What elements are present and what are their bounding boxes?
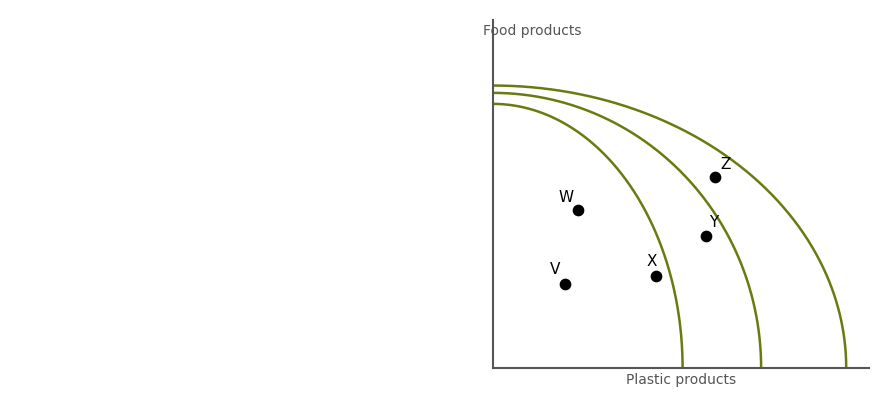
Text: Food products: Food products	[483, 24, 582, 38]
Text: W: W	[559, 189, 574, 204]
Text: Z: Z	[720, 156, 730, 171]
Point	[650, 273, 664, 280]
Text: Y: Y	[709, 215, 719, 230]
Text: X: X	[646, 254, 657, 269]
X-axis label: Plastic products: Plastic products	[626, 372, 736, 386]
Point	[571, 207, 585, 214]
Point	[698, 233, 712, 240]
Text: V: V	[550, 261, 560, 276]
Point	[557, 281, 572, 287]
Point	[708, 175, 722, 181]
